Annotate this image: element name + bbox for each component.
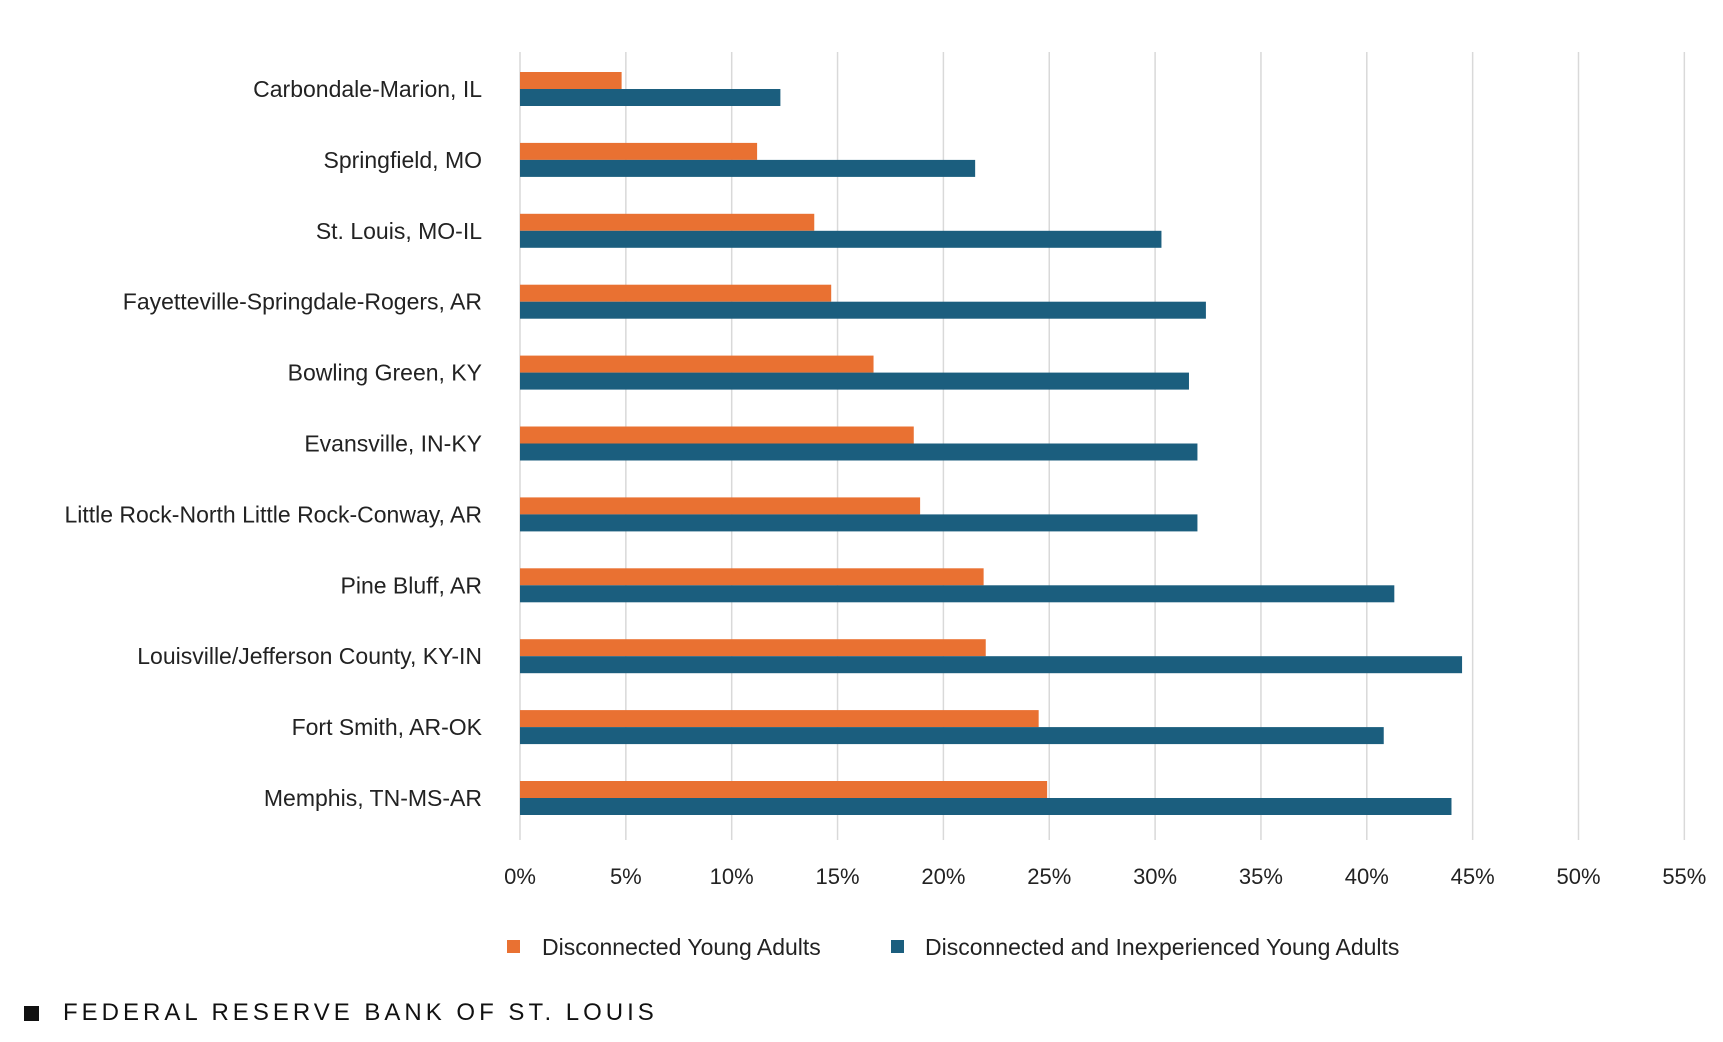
- category-label: Springfield, MO: [323, 147, 482, 173]
- bar-disconnected-inexperienced: [520, 159, 976, 177]
- x-tick-label: 40%: [1345, 864, 1389, 889]
- bar-disconnected: [520, 639, 986, 657]
- x-tick-label: 0%: [504, 864, 536, 889]
- x-tick-label: 45%: [1451, 864, 1495, 889]
- legend: Disconnected Young Adults Disconnected an…: [507, 934, 1399, 960]
- category-label: Evansville, IN-KY: [304, 431, 482, 457]
- bar-disconnected: [520, 213, 815, 231]
- x-tick-label: 30%: [1133, 864, 1177, 889]
- x-tick-label: 55%: [1662, 864, 1706, 889]
- category-label: Carbondale-Marion, IL: [253, 76, 482, 102]
- footer: FEDERAL RESERVE BANK OF ST. LOUIS: [24, 998, 658, 1028]
- category-label: Little Rock-North Little Rock-Conway, AR: [64, 501, 482, 527]
- bar-disconnected: [520, 781, 1048, 798]
- x-tick-label: 5%: [610, 864, 642, 889]
- x-axis-tick-labels: 0% 5% 10% 15% 20% 25% 30% 35% 40% 45% 50% 55%: [504, 864, 1706, 889]
- category-labels: Carbondale-Marion, IL Springfield, MO St. …: [64, 76, 482, 811]
- bar-disconnected: [520, 355, 874, 373]
- legend-label: Disconnected Young Adults: [542, 934, 821, 960]
- category-label: St. Louis, MO-IL: [316, 218, 482, 244]
- legend-swatch: [507, 940, 520, 953]
- bars: [520, 72, 1463, 815]
- bar-disconnected-inexperienced: [520, 514, 1198, 532]
- bar-disconnected: [520, 497, 921, 515]
- bar-disconnected: [520, 426, 914, 444]
- legend-label: Disconnected and Inexperienced Young Adu…: [925, 934, 1399, 960]
- bar-disconnected-inexperienced: [520, 727, 1384, 745]
- x-tick-label: 35%: [1239, 864, 1283, 889]
- x-tick-label: 50%: [1556, 864, 1600, 889]
- bar-disconnected-inexperienced: [520, 443, 1198, 461]
- category-label: Louisville/Jefferson County, KY-IN: [137, 643, 482, 669]
- bar-disconnected-inexperienced: [520, 585, 1395, 603]
- category-label: Pine Bluff, AR: [341, 572, 483, 598]
- bar-disconnected-inexperienced: [520, 230, 1162, 248]
- bar-disconnected-inexperienced: [520, 372, 1189, 390]
- category-label: Bowling Green, KY: [288, 360, 482, 386]
- bar-disconnected-inexperienced: [520, 301, 1206, 319]
- bar-disconnected-inexperienced: [520, 89, 781, 106]
- bar-disconnected-inexperienced: [520, 656, 1463, 674]
- x-tick-label: 25%: [1027, 864, 1071, 889]
- footer-source-text: FEDERAL RESERVE BANK OF ST. LOUIS: [63, 999, 658, 1026]
- category-label: Fayetteville-Springdale-Rogers, AR: [123, 289, 482, 315]
- category-label: Fort Smith, AR-OK: [292, 714, 483, 740]
- x-tick-label: 10%: [710, 864, 754, 889]
- bar-disconnected-inexperienced: [520, 798, 1452, 815]
- bar-disconnected: [520, 142, 758, 160]
- x-tick-label: 15%: [816, 864, 860, 889]
- legend-swatch: [891, 940, 904, 953]
- x-tick-label: 20%: [921, 864, 965, 889]
- bar-disconnected: [520, 72, 622, 89]
- bar-disconnected: [520, 284, 832, 302]
- category-label: Memphis, TN-MS-AR: [264, 785, 482, 811]
- footer-square-icon: [24, 1005, 39, 1021]
- bar-disconnected: [520, 568, 984, 586]
- bar-disconnected: [520, 710, 1039, 728]
